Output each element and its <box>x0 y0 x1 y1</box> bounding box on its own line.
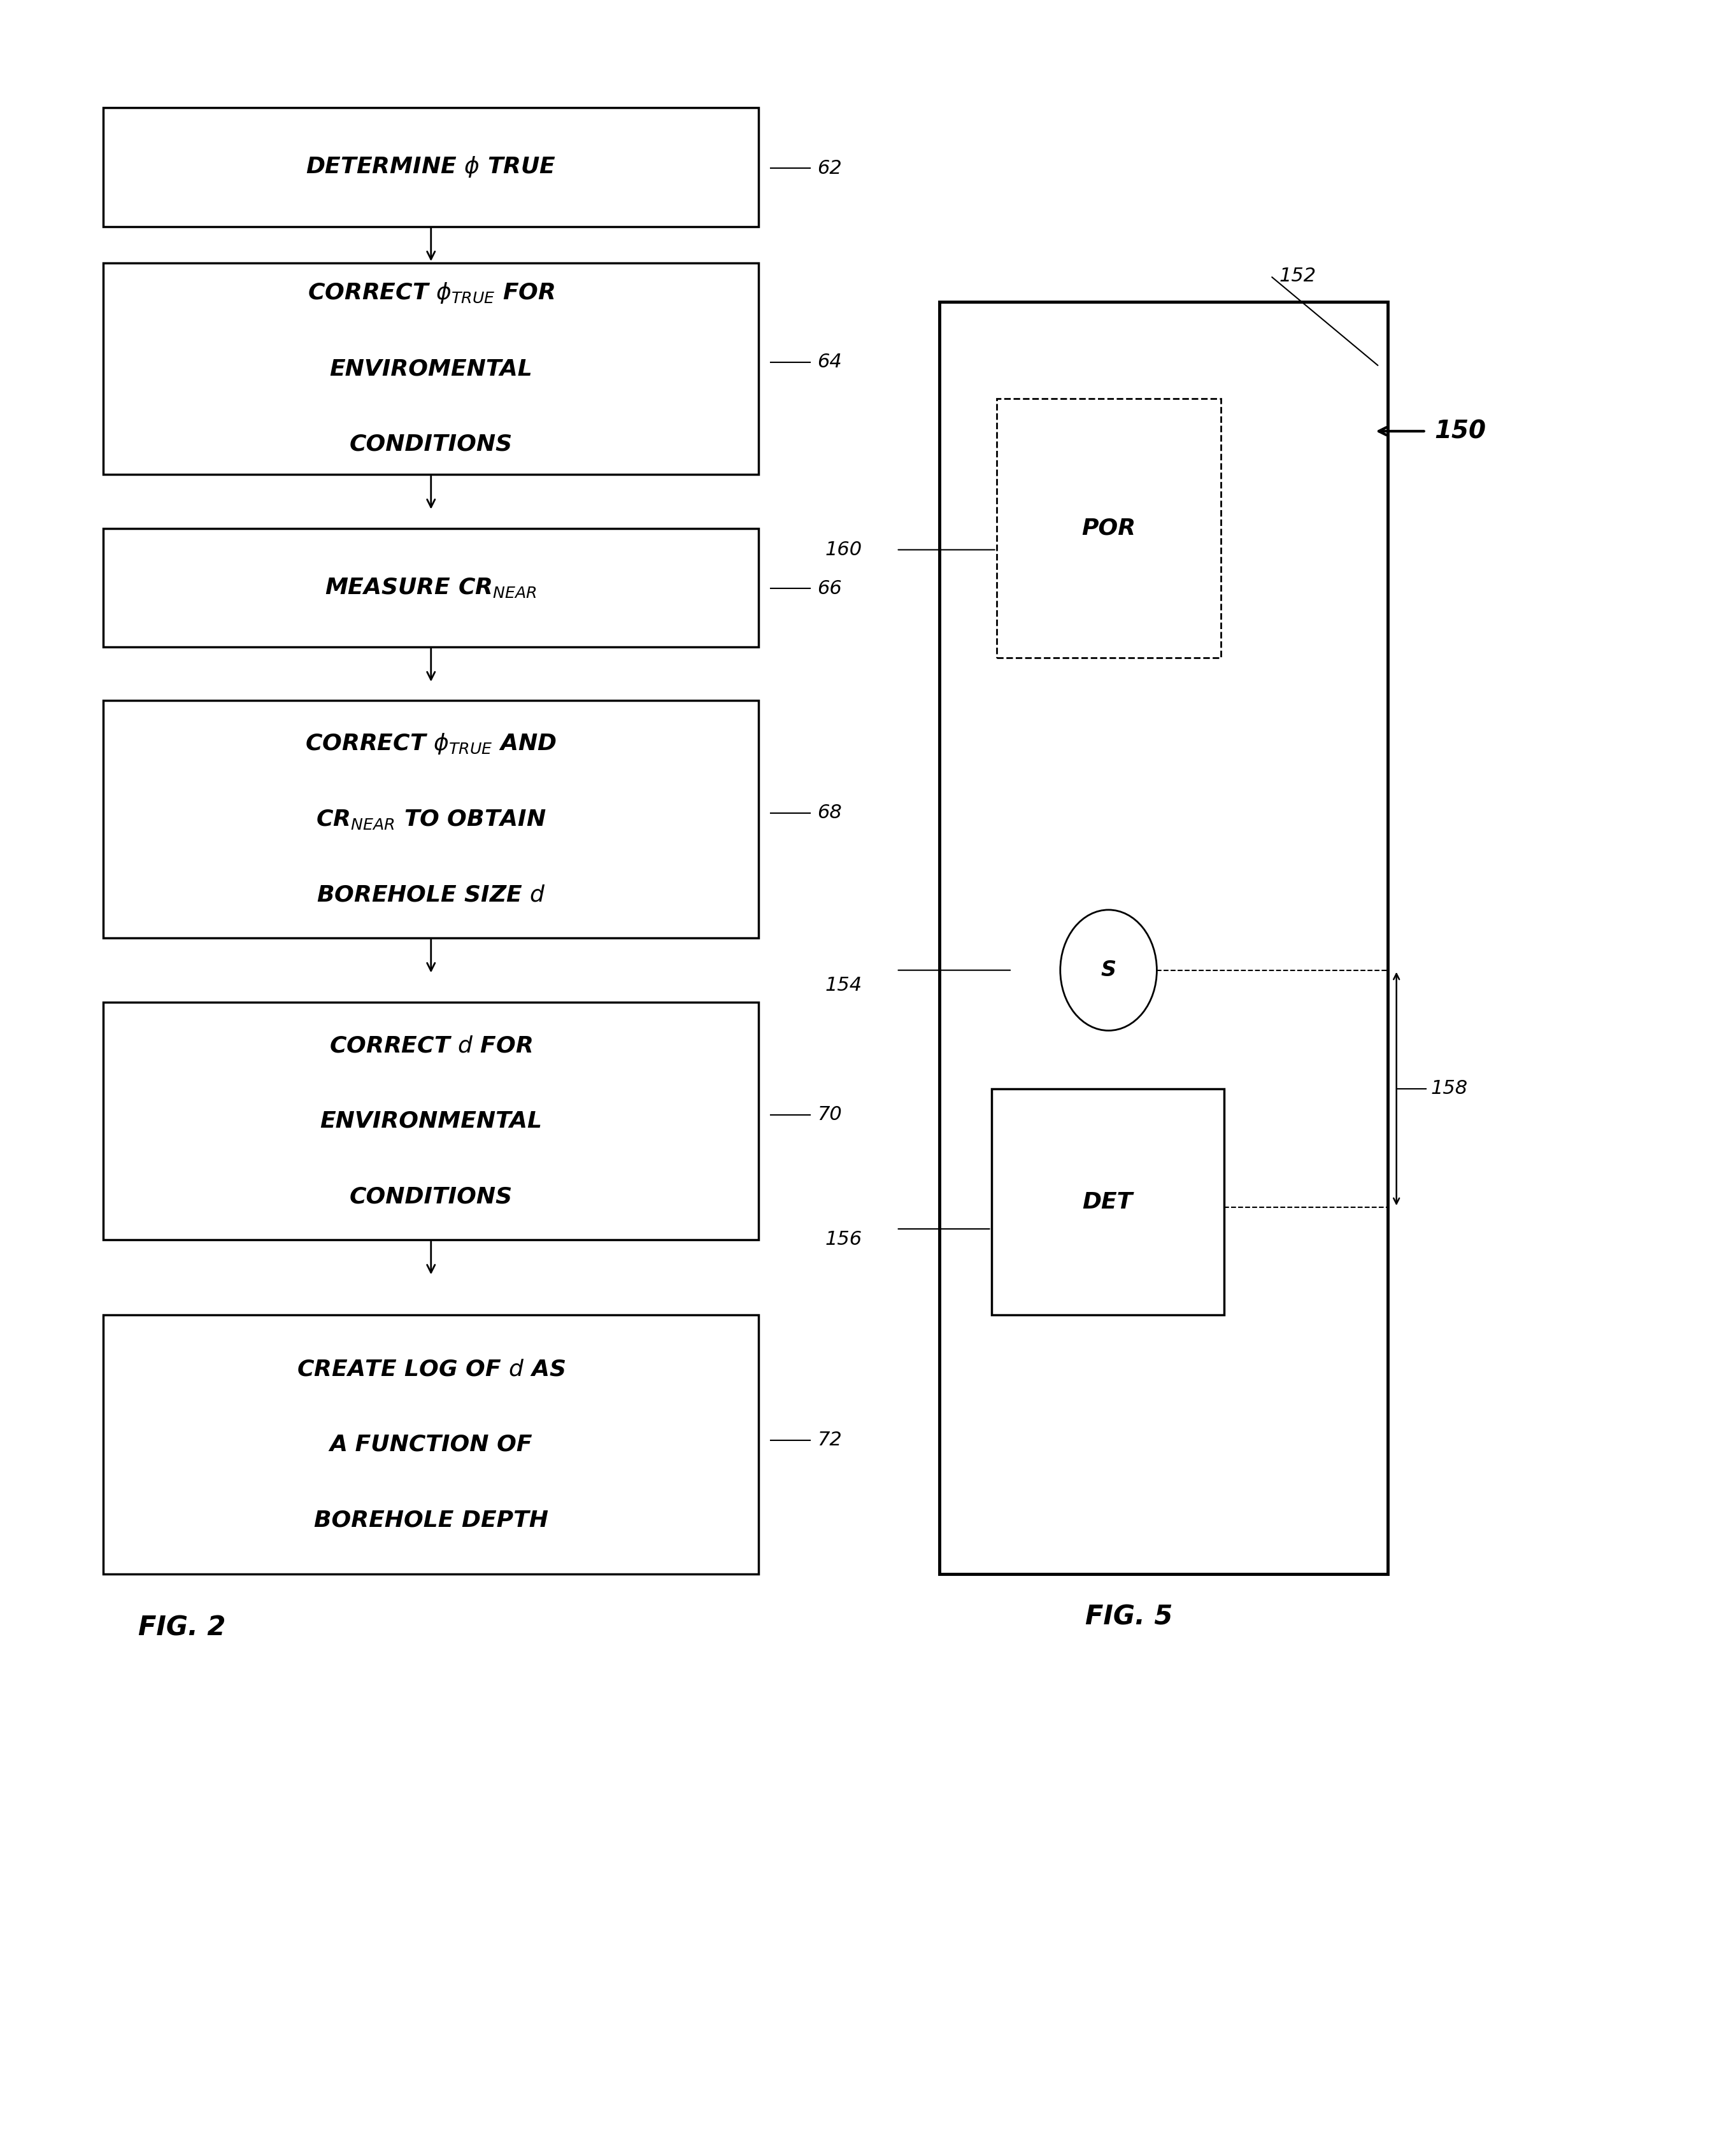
Text: 152: 152 <box>1279 267 1315 285</box>
Text: CORRECT $\phi_{TRUE}$ AND: CORRECT $\phi_{TRUE}$ AND <box>305 731 557 757</box>
Text: A FUNCTION OF: A FUNCTION OF <box>329 1434 533 1455</box>
Text: 160: 160 <box>826 541 862 558</box>
FancyBboxPatch shape <box>103 1315 759 1574</box>
Text: DETERMINE $\phi$ TRUE: DETERMINE $\phi$ TRUE <box>305 155 557 179</box>
Text: DET: DET <box>1083 1190 1133 1214</box>
Text: POR: POR <box>1081 517 1136 539</box>
FancyBboxPatch shape <box>103 528 759 647</box>
Text: 156: 156 <box>826 1231 862 1248</box>
Text: 150: 150 <box>1434 418 1486 444</box>
Text: ENVIROMENTAL: ENVIROMENTAL <box>329 358 533 379</box>
FancyBboxPatch shape <box>103 108 759 226</box>
Text: CORRECT $d$ FOR: CORRECT $d$ FOR <box>329 1035 533 1056</box>
Text: CONDITIONS: CONDITIONS <box>350 1186 512 1207</box>
FancyBboxPatch shape <box>103 263 759 474</box>
FancyBboxPatch shape <box>996 399 1221 658</box>
FancyBboxPatch shape <box>940 302 1388 1574</box>
Text: S: S <box>1102 959 1115 981</box>
FancyBboxPatch shape <box>103 1003 759 1240</box>
Text: 66: 66 <box>817 580 841 597</box>
Text: 64: 64 <box>817 354 841 371</box>
Text: CR$_{NEAR}$ TO OBTAIN: CR$_{NEAR}$ TO OBTAIN <box>315 808 547 830</box>
Text: CREATE LOG OF $d$ AS: CREATE LOG OF $d$ AS <box>297 1358 565 1380</box>
Text: MEASURE CR$_{NEAR}$: MEASURE CR$_{NEAR}$ <box>324 576 538 599</box>
Text: BOREHOLE DEPTH: BOREHOLE DEPTH <box>314 1509 548 1531</box>
Text: 70: 70 <box>817 1106 841 1123</box>
FancyBboxPatch shape <box>991 1089 1224 1315</box>
Text: ENVIRONMENTAL: ENVIRONMENTAL <box>321 1110 541 1132</box>
Text: FIG. 5: FIG. 5 <box>1086 1604 1172 1630</box>
Text: 154: 154 <box>826 977 862 994</box>
Text: BOREHOLE SIZE $d$: BOREHOLE SIZE $d$ <box>317 884 545 906</box>
Text: 68: 68 <box>817 804 841 821</box>
Text: 62: 62 <box>817 160 841 177</box>
Text: 158: 158 <box>1431 1080 1467 1097</box>
Text: CORRECT $\phi_{TRUE}$ FOR: CORRECT $\phi_{TRUE}$ FOR <box>307 280 555 306</box>
FancyBboxPatch shape <box>103 701 759 938</box>
Text: 72: 72 <box>817 1432 841 1449</box>
Text: FIG. 2: FIG. 2 <box>138 1615 226 1641</box>
Text: CONDITIONS: CONDITIONS <box>350 433 512 455</box>
